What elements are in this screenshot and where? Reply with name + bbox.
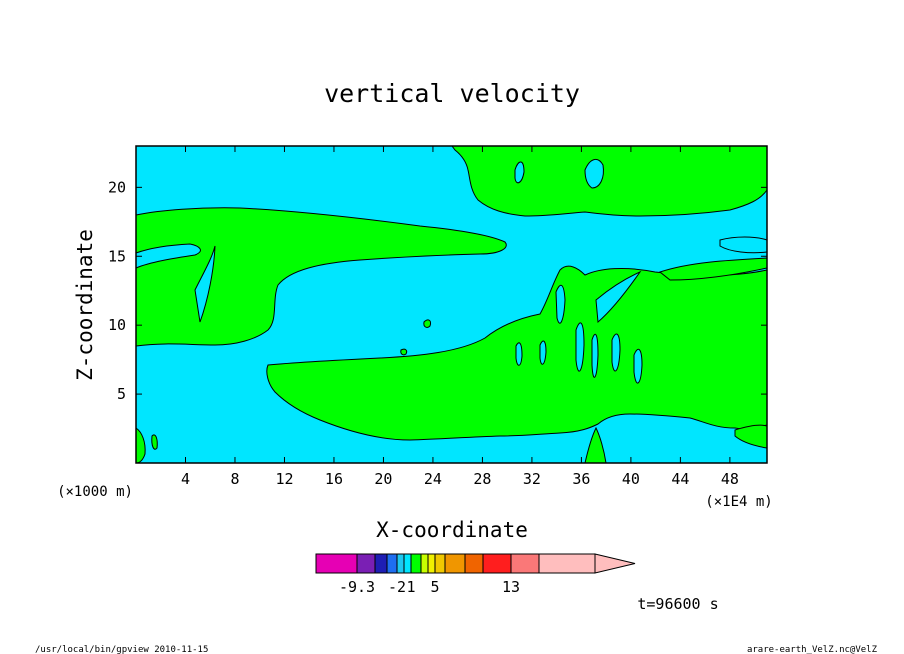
y-tick-label: 10 bbox=[108, 316, 126, 334]
colorbar-swatch bbox=[510, 553, 540, 574]
colorbar-swatch bbox=[464, 553, 484, 574]
contour-pocket bbox=[595, 270, 642, 324]
colorbar-swatch bbox=[410, 553, 422, 574]
contour-pocket bbox=[555, 284, 566, 324]
contour-region-bottom-center bbox=[584, 426, 607, 464]
contour-blob bbox=[400, 348, 408, 356]
contour-pocket bbox=[611, 333, 621, 372]
colorbar-tick-label: 5 bbox=[430, 578, 439, 596]
x-tick-label: 8 bbox=[230, 470, 239, 488]
x-unit-right: (×1E4 m) bbox=[705, 494, 772, 510]
colorbar-swatch bbox=[538, 553, 596, 574]
colorbar-extension-arrow bbox=[594, 553, 636, 574]
contour-pocket bbox=[584, 158, 604, 189]
x-axis: 4 8 12 16 20 24 28 32 36 40 44 48 bbox=[181, 146, 739, 488]
y-axis-label: Z-coordinate bbox=[73, 229, 97, 381]
x-tick-label: 40 bbox=[622, 470, 640, 488]
colorbar-tick-label: -2 bbox=[388, 578, 406, 596]
plot-frame bbox=[135, 145, 768, 464]
contour-pocket bbox=[575, 322, 585, 372]
y-axis: 5 10 15 20 bbox=[108, 178, 767, 403]
footer-left: /usr/local/bin/gpview 2010-11-15 bbox=[35, 645, 208, 654]
colorbar-swatch bbox=[396, 553, 405, 574]
x-unit-left: (×1000 m) bbox=[57, 484, 133, 500]
contour-pocket bbox=[515, 342, 523, 366]
x-axis-label: X-coordinate bbox=[376, 518, 528, 542]
colorbar-swatch bbox=[434, 553, 446, 574]
colorbar-swatch bbox=[482, 553, 512, 574]
y-tick-label: 20 bbox=[108, 178, 126, 196]
x-tick-label: 4 bbox=[181, 470, 190, 488]
colorbar-swatch bbox=[427, 553, 436, 574]
x-tick-label: 48 bbox=[721, 470, 739, 488]
colorbar-swatch bbox=[386, 553, 398, 574]
colorbar bbox=[315, 553, 636, 574]
colorbar-tick-label: 1 bbox=[406, 578, 415, 596]
x-tick-label: 32 bbox=[523, 470, 541, 488]
footer-right: arare-earth_VelZ.nc@VelZ bbox=[747, 645, 878, 654]
colorbar-tick-labels: -9.3 -2 1 5 13 bbox=[339, 578, 520, 596]
contour-small-blobs bbox=[151, 319, 431, 450]
contour-region-upper-right bbox=[451, 145, 768, 217]
time-label: t=96600 s bbox=[637, 595, 718, 613]
contour-pocket bbox=[514, 161, 525, 184]
colorbar-swatch bbox=[374, 553, 388, 574]
x-tick-label: 28 bbox=[473, 470, 491, 488]
contour-blob bbox=[423, 319, 431, 328]
x-tick-label: 36 bbox=[572, 470, 590, 488]
contour-region-left-band bbox=[135, 207, 507, 347]
colorbar-swatch bbox=[315, 553, 358, 574]
x-tick-label: 20 bbox=[374, 470, 392, 488]
colorbar-swatch bbox=[356, 553, 376, 574]
colorbar-tick-label: -9.3 bbox=[339, 578, 375, 596]
contour-pocket bbox=[591, 333, 599, 378]
chart-title: vertical velocity bbox=[324, 79, 580, 108]
x-tick-label: 44 bbox=[671, 470, 689, 488]
y-tick-label: 5 bbox=[117, 385, 126, 403]
colorbar-swatch bbox=[420, 553, 429, 574]
colorbar-tick-label: 13 bbox=[502, 578, 520, 596]
colorbar-swatch bbox=[444, 553, 466, 574]
colorbar-swatch bbox=[403, 553, 412, 574]
contour-blob bbox=[151, 434, 158, 450]
y-tick-label: 15 bbox=[108, 247, 126, 265]
x-tick-label: 16 bbox=[325, 470, 343, 488]
contour-pockets bbox=[194, 158, 768, 384]
contour-pocket bbox=[539, 340, 547, 365]
contour-pocket bbox=[633, 348, 643, 384]
contour-pocket bbox=[194, 245, 216, 323]
x-tick-label: 12 bbox=[275, 470, 293, 488]
x-tick-label: 24 bbox=[424, 470, 442, 488]
